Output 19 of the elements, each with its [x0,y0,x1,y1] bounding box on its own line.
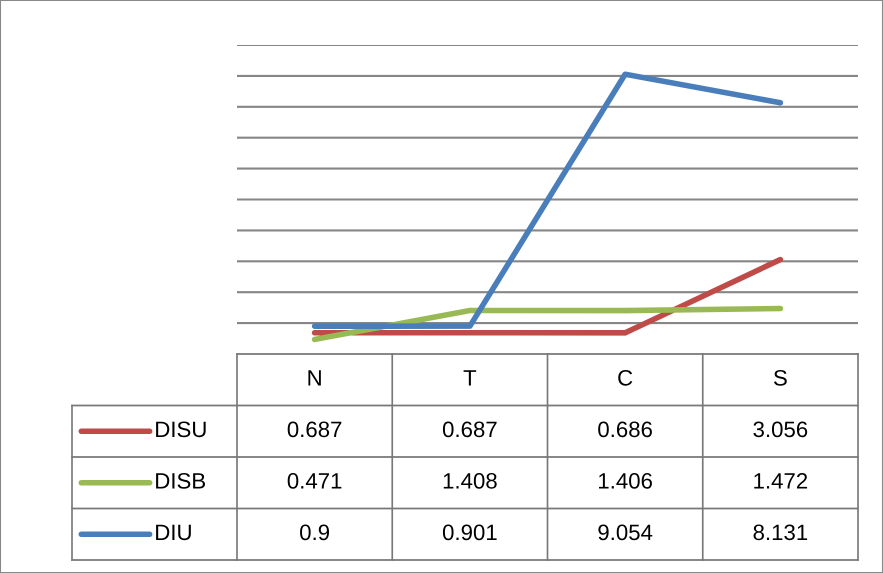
data-label: 1.406 [599,472,652,489]
data-label: 0.687 [288,421,342,438]
x-tick-label: S [774,370,787,386]
data-label: 0.686 [598,421,652,438]
data-label: 9.054 [598,524,652,540]
data-label: 8.131 [754,524,808,540]
legend-label: DISB [156,472,205,489]
data-label: 1.472 [754,472,808,488]
legend-label: DIU [156,524,191,540]
data-label: 0.9 [300,524,330,540]
data-label: 3.056 [753,421,808,438]
data-label: 0.687 [442,421,497,438]
legend-label: DISU [156,421,206,438]
x-tick-label: C [618,370,632,386]
data-label: 0.471 [288,472,342,489]
x-tick-label: T [464,370,476,386]
x-tick-label: N [308,370,321,386]
data-label: 0.901 [442,524,497,540]
data-label: 1.408 [444,472,497,489]
